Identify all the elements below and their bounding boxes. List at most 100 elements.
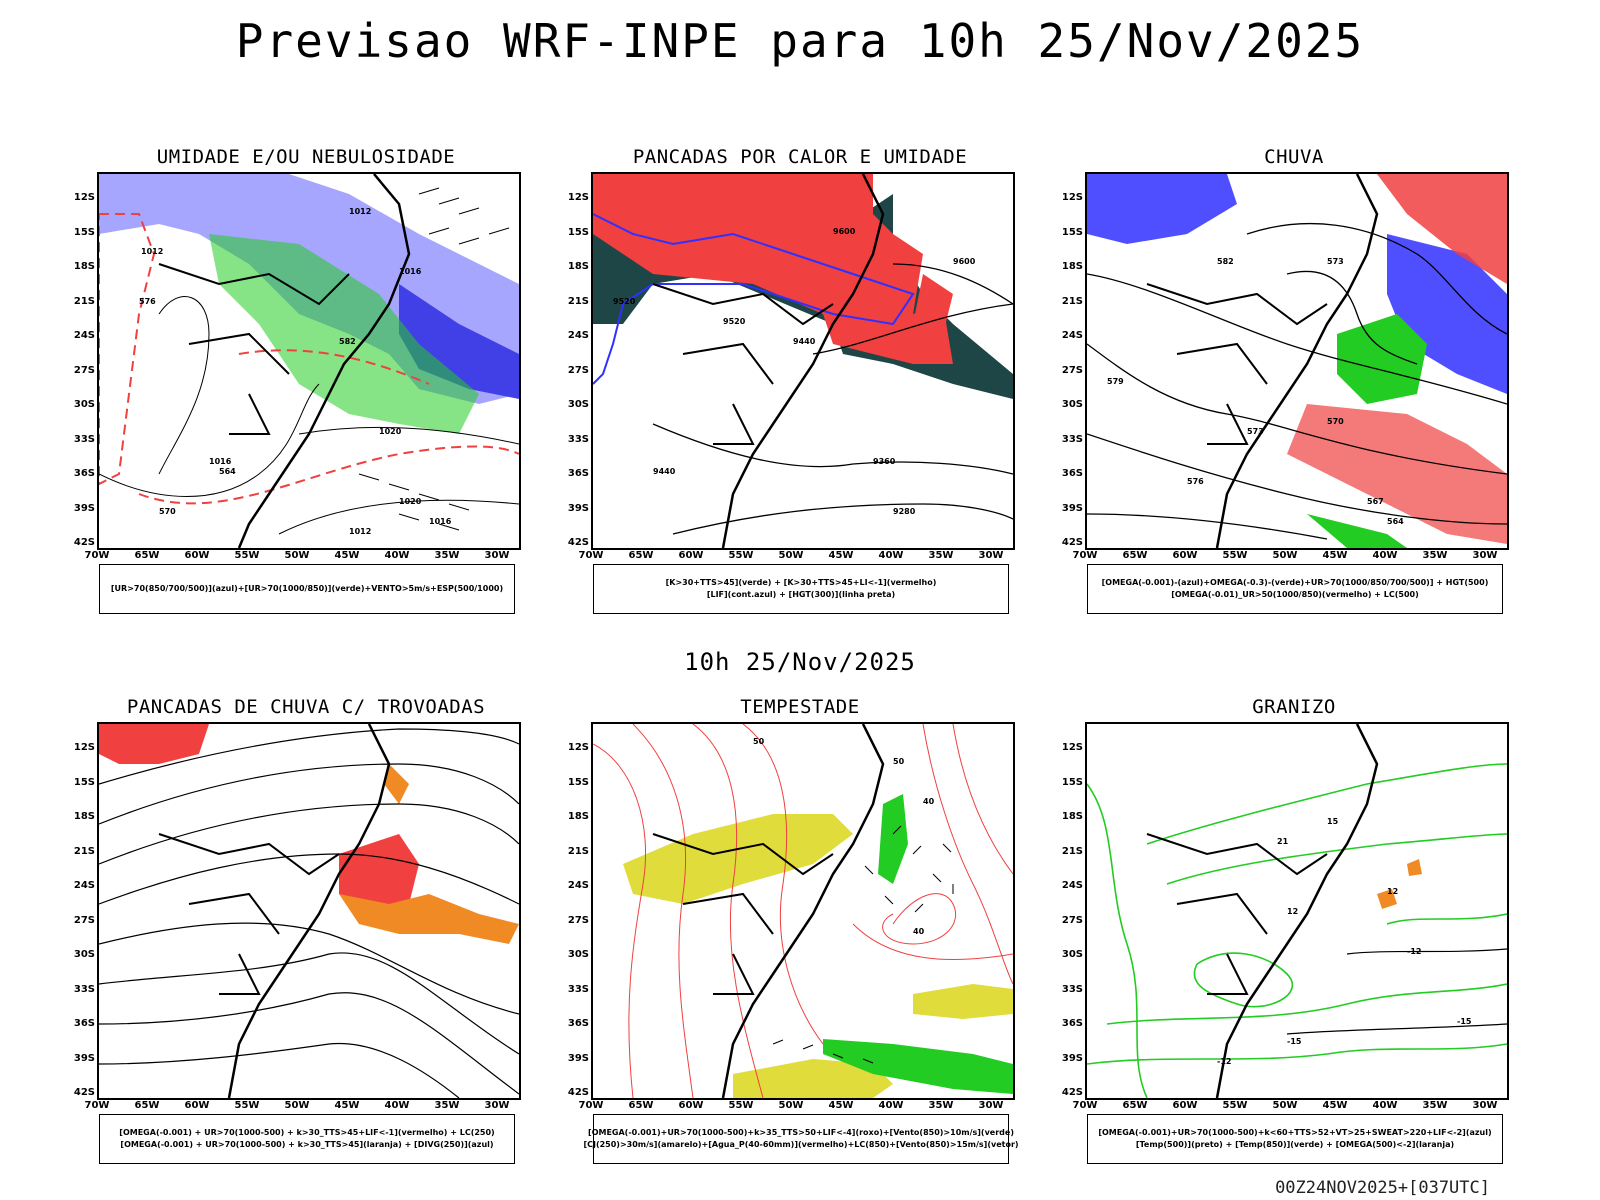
lat-label: 33S bbox=[1061, 984, 1083, 995]
height-contour bbox=[892, 263, 1013, 305]
lat-label: 27S bbox=[73, 365, 95, 376]
lon-label: 65W bbox=[628, 550, 654, 561]
coastline bbox=[237, 174, 411, 548]
lon-label: 45W bbox=[334, 550, 360, 561]
geopotential-red bbox=[238, 349, 430, 385]
lon-label: 40W bbox=[384, 1100, 410, 1111]
lon-label: 65W bbox=[628, 1100, 654, 1111]
lon-label: 40W bbox=[1372, 550, 1398, 561]
lat-label: 15S bbox=[567, 777, 589, 788]
map-trovoadas-svg bbox=[99, 724, 519, 1098]
isobar bbox=[99, 383, 320, 497]
temp850-contours bbox=[1087, 763, 1507, 1098]
hail-orange bbox=[1377, 889, 1397, 909]
contour-label: 573 bbox=[1247, 427, 1264, 436]
lat-label: 39S bbox=[567, 503, 589, 514]
contour-label: -12 bbox=[1407, 947, 1421, 956]
contour-label: -15 bbox=[1457, 1017, 1472, 1026]
map-pancadas: 9600 9520 9520 9440 9440 9360 9280 9600 bbox=[591, 172, 1015, 550]
rain-green bbox=[1307, 514, 1407, 548]
contour-label: -12 bbox=[1217, 1057, 1231, 1066]
lon-label: 35W bbox=[434, 1100, 460, 1111]
panel-granizo: GRANIZO -12 -12 -15 -15 12 12 15 21 12S 15S 18S bbox=[1059, 696, 1529, 1166]
contour-label: 582 bbox=[1217, 257, 1234, 266]
rain-green bbox=[1337, 314, 1427, 404]
contour-label: 1016 bbox=[429, 517, 452, 526]
panel-tempestade: TEMPESTADE 50 50 40 40 bbox=[565, 696, 1035, 1166]
lon-label: 35W bbox=[928, 550, 954, 561]
lon-label: 35W bbox=[1422, 1100, 1448, 1111]
lon-label: 40W bbox=[1372, 1100, 1398, 1111]
lat-label: 33S bbox=[567, 434, 589, 445]
lat-label: 18S bbox=[567, 811, 589, 822]
coastline bbox=[721, 174, 885, 548]
lat-label: 27S bbox=[567, 915, 589, 926]
contour-label: 576 bbox=[1187, 477, 1204, 486]
wind-green bbox=[878, 794, 908, 884]
lc850-contours bbox=[593, 724, 1013, 1098]
lat-label: 39S bbox=[567, 1053, 589, 1064]
lon-label: 60W bbox=[184, 550, 210, 561]
lon-label: 35W bbox=[434, 550, 460, 561]
lat-label: 36S bbox=[1061, 468, 1083, 479]
hail-orange bbox=[1407, 859, 1422, 876]
h500-contour bbox=[1087, 273, 1507, 405]
lat-label: 18S bbox=[73, 261, 95, 272]
contour-label: 564 bbox=[219, 467, 236, 476]
lat-label: 42S bbox=[567, 1087, 589, 1098]
panel-chuva: CHUVA 579 576 573 570 567 564 582 573 12S 15S 1… bbox=[1059, 146, 1529, 616]
lat-label: 24S bbox=[1061, 330, 1083, 341]
lat-label: 33S bbox=[73, 434, 95, 445]
lat-label: 39S bbox=[73, 503, 95, 514]
lat-label: 27S bbox=[73, 915, 95, 926]
mid-date: 10h 25/Nov/2025 bbox=[684, 648, 916, 676]
borders bbox=[158, 833, 340, 995]
borders bbox=[1146, 833, 1328, 995]
legend-umidade: [UR>70(850/700/500)](azul)+[UR>70(1000/8… bbox=[99, 564, 515, 614]
wind-vectors bbox=[358, 187, 510, 531]
panel-pancadas: PANCADAS POR CALOR E UMIDADE 9600 9520 952… bbox=[565, 146, 1035, 616]
map-granizo-svg: -12 -12 -15 -15 12 12 15 21 bbox=[1087, 724, 1507, 1098]
isobar bbox=[158, 296, 210, 475]
lat-label: 24S bbox=[73, 330, 95, 341]
lon-label: 30W bbox=[978, 550, 1004, 561]
lon-label: 30W bbox=[484, 1100, 510, 1111]
panel-title: PANCADAS POR CALOR E UMIDADE bbox=[632, 146, 968, 168]
legend-line: [OMEGA(-0.001)+UR>70(1000-500)+k<60+TTS>… bbox=[1098, 1128, 1492, 1137]
map-trovoadas bbox=[97, 722, 521, 1100]
lon-label: 30W bbox=[1472, 550, 1498, 561]
lat-label: 39S bbox=[1061, 503, 1083, 514]
lon-label: 45W bbox=[334, 1100, 360, 1111]
rain-blue bbox=[1387, 234, 1507, 394]
contour-label: 50 bbox=[753, 737, 765, 746]
isobar bbox=[278, 499, 519, 535]
legend-pancadas: [K>30+TTS>45](verde) + [K>30+TTS>45+LI<-… bbox=[593, 564, 1009, 614]
legend-tempestade: [OMEGA(-0.001)+UR>70(1000-500)+k>35_TTS>… bbox=[583, 1114, 1019, 1164]
contour-label: 9440 bbox=[793, 337, 816, 346]
storm-red bbox=[339, 834, 419, 914]
lat-label: 36S bbox=[1061, 1018, 1083, 1029]
contour-label: 40 bbox=[923, 797, 935, 806]
lon-label: 70W bbox=[1072, 550, 1098, 561]
lat-label: 21S bbox=[1061, 296, 1083, 307]
panel-title: GRANIZO bbox=[1252, 696, 1336, 718]
contour-label: 9600 bbox=[953, 257, 976, 266]
lon-label: 55W bbox=[728, 550, 754, 561]
lat-label: 30S bbox=[1061, 949, 1083, 960]
lat-label: 12S bbox=[567, 742, 589, 753]
lat-label: 24S bbox=[567, 330, 589, 341]
lat-label: 15S bbox=[567, 227, 589, 238]
map-granizo: -12 -12 -15 -15 12 12 15 21 bbox=[1085, 722, 1509, 1100]
humidity-west-red bbox=[99, 213, 156, 486]
lon-label: 35W bbox=[1422, 550, 1448, 561]
lat-label: 42S bbox=[73, 1087, 95, 1098]
legend-line: [K>30+TTS>45](verde) + [K>30+TTS>45+LI<-… bbox=[665, 578, 937, 587]
legend-line: [Temp(500)](preto) + [Temp(850)](verde) … bbox=[1135, 1140, 1455, 1149]
lat-label: 30S bbox=[1061, 399, 1083, 410]
borders bbox=[1146, 283, 1328, 445]
lon-label: 55W bbox=[1222, 550, 1248, 561]
borders bbox=[158, 263, 350, 435]
lon-label: 50W bbox=[1272, 1100, 1298, 1111]
lon-label: 35W bbox=[928, 1100, 954, 1111]
lon-label: 60W bbox=[678, 550, 704, 561]
